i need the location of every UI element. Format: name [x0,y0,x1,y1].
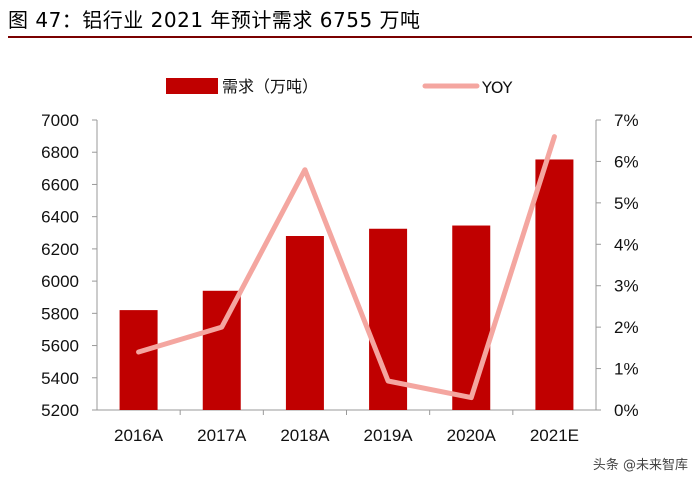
legend-bar-swatch [166,78,218,94]
left-tick-label: 6800 [41,143,79,162]
left-tick-label: 6000 [41,272,79,291]
bar [202,290,241,410]
figure-title: 图 47：铝行业 2021 年预计需求 6755 万吨 [8,8,421,32]
bar-series [119,159,574,410]
yoy-point [553,136,555,138]
left-tick-label: 6600 [41,175,79,194]
left-tick-label: 7000 [41,111,79,130]
title-rule [8,36,692,38]
yoy-point [221,326,223,328]
left-tick-label: 5800 [41,304,79,323]
bar [119,310,158,410]
legend-line-label: YOY [481,78,513,97]
yoy-point [138,351,140,353]
left-tick-label: 5200 [41,401,79,420]
right-tick-label: 0% [614,401,639,420]
x-tick-label: 2016A [114,426,164,445]
left-tick-label: 6200 [41,240,79,259]
yoy-point [387,380,389,382]
yoy-line-series [136,134,557,401]
x-axis-ticks: 2016A 2017A 2018A 2019A 2020A 2021E [114,410,579,445]
yoy-line [136,134,557,401]
bar [535,159,574,410]
axes [96,120,597,411]
x-tick-label: 2017A [197,426,247,445]
right-tick-label: 4% [614,235,639,254]
left-tick-label: 5600 [41,337,79,356]
yoy-point [304,169,306,171]
left-axis-ticks: 5200 5400 5600 5800 6000 6200 6400 6600 6800 7000 [41,111,97,420]
right-tick-label: 5% [614,194,639,213]
right-tick-label: 2% [614,318,639,337]
right-axis-ticks: 0% 1% 2% 3% 4% 5% 6% 7% [596,111,639,420]
legend: 需求（万吨） YOY [166,77,513,97]
bar [285,236,324,410]
right-tick-label: 1% [614,360,639,379]
bar [452,225,491,410]
left-tick-label: 5400 [41,369,79,388]
x-tick-label: 2019A [363,426,413,445]
yoy-point [470,397,472,399]
right-tick-label: 7% [614,111,639,130]
x-tick-label: 2018A [280,426,330,445]
right-tick-label: 6% [614,152,639,171]
watermark: 头条 @未来智库 [592,458,688,473]
left-tick-label: 6400 [41,208,79,227]
legend-bar-label: 需求（万吨） [222,77,318,96]
x-tick-label: 2020A [447,426,497,445]
right-tick-label: 3% [614,277,639,296]
x-tick-label: 2021E [530,426,579,445]
